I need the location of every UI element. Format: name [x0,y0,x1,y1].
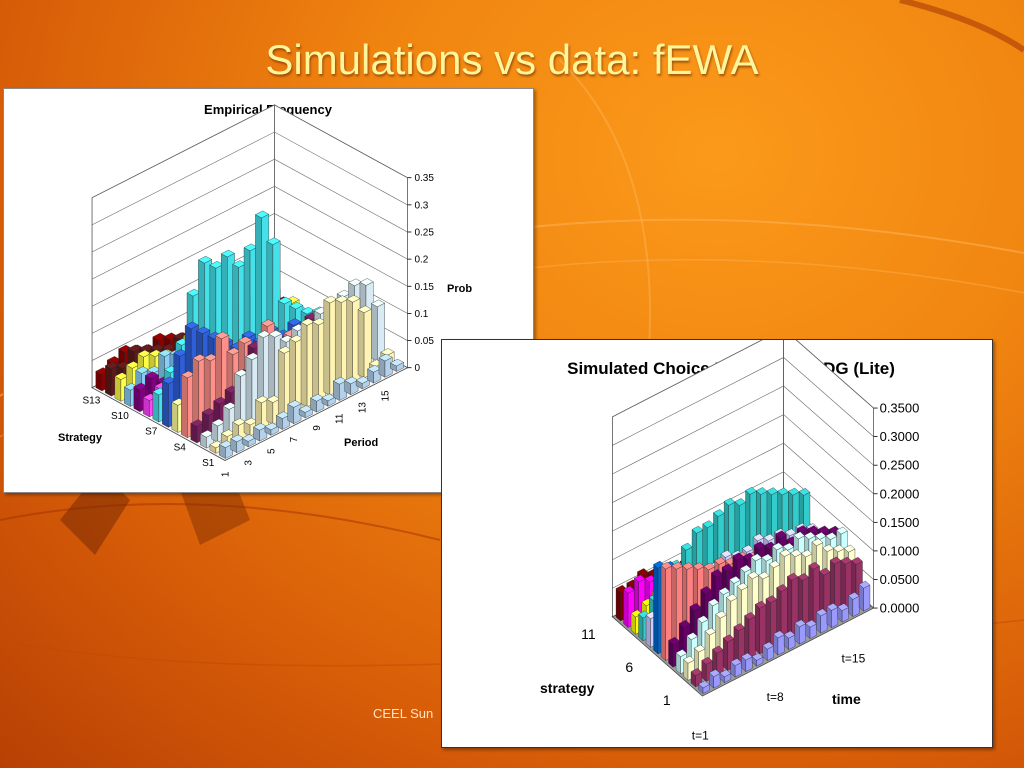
gridline [612,414,874,503]
y-tick-label: 0.3500 [880,401,920,416]
bar-strategy-1-period-3 [719,669,732,684]
y-tick-label: 0.1500 [880,515,920,530]
simulated-choice-frequency-chart: Simulated Choice Frequency: CDG (Lite)0.… [540,327,920,742]
bar-strategy-1-period-9 [310,394,325,413]
bar-strategy-1-period-8 [773,630,785,656]
bar-strategy-1-period-6 [751,652,764,667]
y-tick-label: 0.0500 [880,572,920,587]
bar-strategy-1-period-13 [826,603,839,629]
bar-strategy-1-period-15 [848,592,860,618]
x-tick-label: 5 [266,448,277,454]
bar-strategy-1-period-9 [783,630,796,651]
x-tick-label: 1 [221,471,232,477]
y-tick-label: 0.2000 [880,486,920,501]
bar-strategy-2-period-13 [819,567,831,622]
bar-strategy-1-period-7 [762,641,774,662]
y-tick-label: 0.2 [414,255,428,266]
x-tick-label: 11 [335,413,346,424]
bar-strategy-2-period-6 [744,612,756,660]
gridline [91,213,408,307]
gridline [91,185,408,280]
y-axis-title: Prob [447,283,472,295]
bar-strategy-6-period-1 [660,561,673,662]
gridline [612,442,874,532]
y-tick-label: 0.0000 [880,601,920,616]
x-tick-label: t=15 [842,651,866,665]
bar-strategy-3-period-16 [370,299,386,362]
x-tick-label: 15 [380,390,391,402]
y-tick-label: 0.05 [414,336,434,347]
bar-strategy-1-period-12 [815,608,828,634]
z-tick-label: S4 [174,442,187,453]
y-tick-label: 0.2500 [880,458,920,473]
y-tick-label: 0.1 [414,309,428,320]
z-tick-label: S10 [111,411,129,422]
z-axis-title: strategy [540,680,595,696]
bar-strategy-2-period-11 [797,573,810,633]
bar-strategy-1-period-15 [378,353,393,378]
x-axis-title: time [832,691,861,707]
x-tick-label: t=8 [767,690,784,704]
bar-strategy-2-period-5 [255,395,270,431]
x-axis-title: Period [344,437,378,449]
bar-strategy-2-period-7 [754,600,767,655]
y-tick-label: 0.15 [414,282,434,293]
z-tick-label: S13 [83,396,101,407]
gridline [91,158,408,253]
y-tick-label: 0.25 [414,227,434,238]
x-tick-label: 9 [312,425,323,431]
bar-strategy-1-period-14 [837,603,849,623]
bar-strategy-1-period-1 [218,440,234,459]
gridline [91,104,408,198]
bar-strategy-1-period-16 [858,580,871,612]
footer-text: CEEL Sun [373,706,434,721]
y-tick-label: 0.35 [414,173,434,184]
z-tick-label: S1 [202,458,215,469]
z-tick-label: 11 [581,626,596,642]
gridline [612,385,874,475]
gridline [91,131,408,226]
bar-strategy-2-period-9 [776,584,788,644]
empirical-chart-panel: Empirical Frequency 0 0.05 0.1 0.15 0.2 0.25 0.… [3,88,534,493]
bar-strategy-2-period-14 [829,556,842,616]
bar-strategy-1-period-16 [389,358,405,372]
empirical-frequency-chart: Empirical Frequency00.050.10.150.20.250.… [58,102,472,477]
y-tick-label: 0.1000 [880,543,920,558]
bar-strategy-1-period-13 [355,376,370,390]
bar-strategy-1-period-1 [698,680,710,695]
z-tick-label: S7 [145,427,158,438]
gridline [612,471,874,560]
y-tick-label: 0.3000 [880,429,920,444]
bar-strategy-2-period-2 [701,656,713,682]
gridline [612,357,874,446]
y-tick-label: 0 [414,363,420,374]
simulated-chart-panel: Simulated Choice Frequency: CDG (Lite)0.… [441,327,993,748]
bar-strategy-1-period-4 [730,658,742,678]
slide-title: Simulations vs data: fEWA [265,36,759,83]
bar-strategy-2-period-14 [357,305,372,379]
z-axis-title: Strategy [58,432,103,444]
bar-strategy-1-period-5 [741,652,753,673]
bar-strategy-1-period-7 [287,400,302,425]
bar-strategy-1-period-3 [241,434,256,448]
x-tick-label: 13 [358,402,369,414]
bar-strategy-1-period-8 [298,405,313,419]
x-tick-label: t=1 [692,728,709,742]
x-tick-label: 3 [244,460,255,466]
z-tick-label: 1 [663,692,671,708]
bar-strategy-1-period-10 [321,393,336,407]
bar-strategy-1-period-11 [805,619,817,640]
bar-strategy-1-period-2 [708,669,721,689]
bar-strategy-1-period-10 [794,619,807,645]
z-tick-label: 6 [625,659,633,675]
bar-strategy-1-period-5 [264,422,279,436]
x-tick-label: 7 [289,436,300,442]
y-tick-label: 0.3 [414,200,428,211]
bar-strategy-2-period-4 [722,634,735,671]
